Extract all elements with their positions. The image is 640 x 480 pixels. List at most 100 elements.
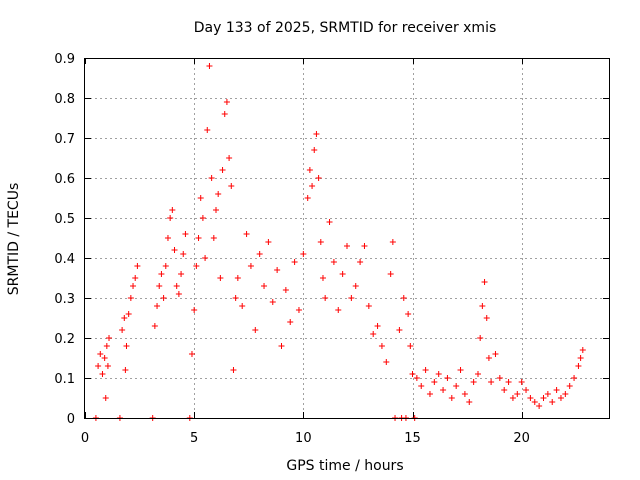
data-point [461,391,468,397]
data-point [304,195,311,201]
data-point [383,359,390,365]
data-point [330,259,337,265]
data-point [435,371,442,377]
axis-ticks [85,58,609,419]
data-point [191,307,198,313]
data-point [291,259,298,265]
data-point [557,395,564,401]
grid [85,58,609,418]
chart-title: Day 133 of 2025, SRMTID for receiver xmi… [194,20,497,36]
data-point [221,111,228,117]
x-tick-label: 20 [513,431,530,446]
data-point [256,251,263,257]
data-point [125,311,132,317]
data-point [269,299,276,305]
data-point [315,175,322,181]
data-point [483,315,490,321]
data-point [180,251,187,257]
data-point [230,367,237,373]
data-point [348,295,355,301]
data-point [265,239,272,245]
data-point [123,343,130,349]
data-point [282,287,289,293]
y-tick-label: 0.9 [54,52,75,67]
x-tick-label: 5 [190,431,198,446]
data-point [175,291,182,297]
data-point [553,387,560,393]
data-point [477,335,484,341]
data-point [162,263,169,269]
data-point [317,239,324,245]
data-point [509,395,516,401]
data-point [188,351,195,357]
data-point [232,295,239,301]
data-point [202,255,209,261]
data-point [536,403,543,409]
data-point [357,259,364,265]
y-tick-label: 0.4 [54,252,75,267]
data-point [122,367,129,373]
data-point [422,367,429,373]
data-point [322,295,329,301]
data-point [243,231,250,237]
data-point [440,387,447,393]
data-point [158,271,165,277]
x-tick-label: 15 [404,431,421,446]
y-tick-label: 0.6 [54,172,75,187]
data-point [549,399,556,405]
data-point [361,243,368,249]
data-point [215,191,222,197]
data-point [514,391,521,397]
data-point [453,383,460,389]
data-point [167,215,174,221]
data-point [309,183,316,189]
data-point [407,343,414,349]
data-point [239,303,246,309]
data-point [261,283,268,289]
data-point [121,315,128,321]
data-point [544,391,551,397]
y-tick-label: 0.1 [54,372,75,387]
data-point [501,387,508,393]
data-point [154,303,161,309]
data-point [562,391,569,397]
data-point [400,295,407,301]
data-point [311,147,318,153]
data-point [127,295,134,301]
data-point [527,395,534,401]
data-point [475,371,481,377]
data-point [95,363,102,369]
data-point [295,307,302,313]
data-point [223,99,230,105]
data-point [470,379,477,385]
data-point [352,283,359,289]
data-points [92,63,586,421]
data-point [374,323,381,329]
data-point [485,355,492,361]
data-point [278,343,285,349]
data-point [252,327,259,333]
data-point [405,311,412,317]
data-point [160,295,167,301]
data-point [101,355,108,361]
y-axis-label: SRMTID / TECUs [6,183,22,296]
data-point [306,167,313,173]
data-point [579,347,586,353]
data-point [518,379,525,385]
data-point [313,131,320,137]
data-point [213,207,219,213]
y-tick-label: 0.5 [54,212,75,227]
data-point [130,283,137,289]
data-point [448,395,455,401]
data-point [247,263,254,269]
data-point [134,263,141,269]
data-point [365,303,372,309]
data-point [531,399,538,405]
data-point [413,375,420,381]
data-point [479,303,486,309]
data-point [466,399,473,405]
data-point [206,63,213,69]
data-point [287,319,294,325]
data-point [389,239,396,245]
